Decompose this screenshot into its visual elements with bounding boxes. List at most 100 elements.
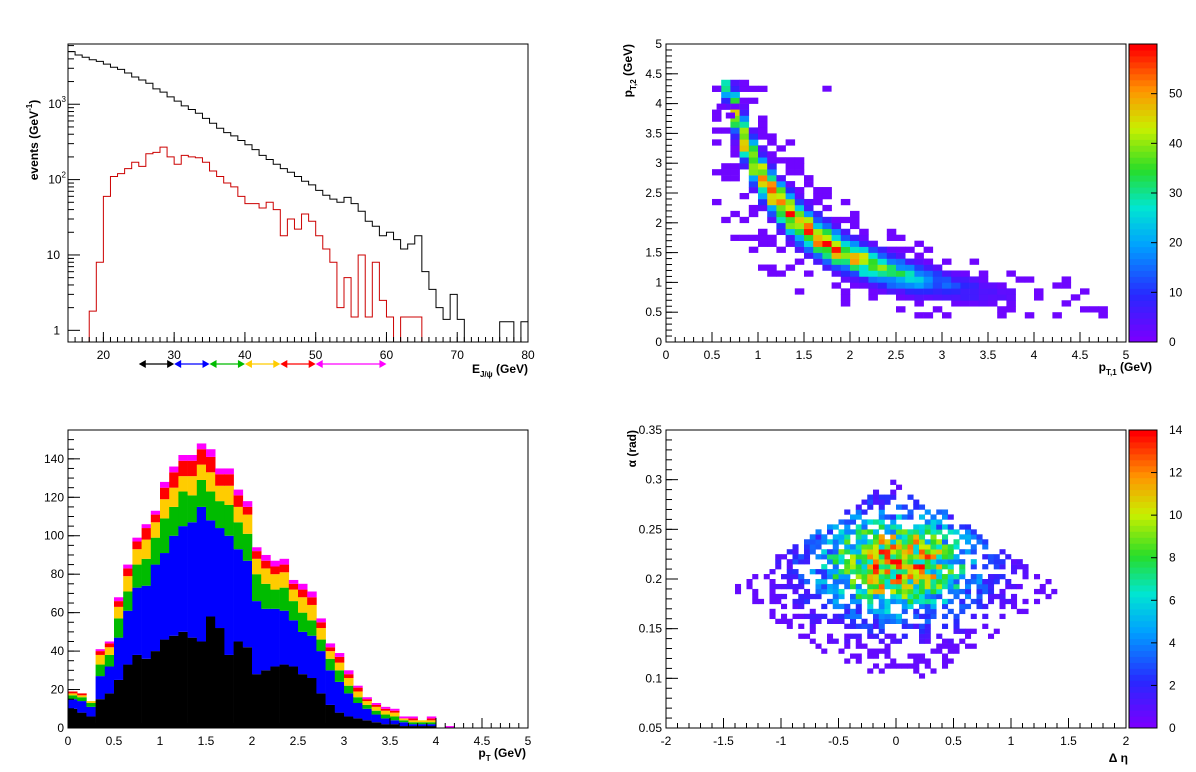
heatmap-cell: [804, 270, 814, 277]
heatmap-cell: [982, 583, 989, 590]
heatmap-cell: [913, 668, 920, 674]
heatmap-cell: [758, 157, 768, 164]
heatmap-cell: [901, 554, 908, 560]
stacked-bar-segment-5: [224, 468, 234, 475]
heatmap-cell: [901, 529, 908, 535]
heatmap-cell: [804, 252, 814, 259]
heatmap-cell: [758, 193, 768, 200]
heatmap-cell: [942, 598, 949, 605]
stacked-bar-segment-3: [206, 472, 216, 492]
heatmap-cell: [970, 574, 977, 580]
stacked-bar-segment-5: [426, 716, 437, 719]
heatmap-cell: [886, 288, 897, 295]
heatmap-cell: [873, 579, 880, 585]
stacked-bar-segment-1: [399, 722, 409, 727]
heatmap-cell: [877, 270, 888, 277]
heatmap-cell: [838, 648, 845, 654]
heatmap-cell: [730, 169, 740, 176]
heatmap-cell: [748, 127, 759, 134]
heatmap-cell: [867, 608, 874, 615]
heatmap-cell: [769, 608, 776, 615]
color-bar-label: 0: [1169, 721, 1176, 735]
heatmap-cell: [919, 613, 926, 620]
heatmap-cell: [1011, 598, 1018, 605]
stacked-bar-segment-0: [187, 637, 198, 728]
heatmap-cell: [896, 583, 903, 590]
stacked-bar-segment-3: [325, 651, 336, 659]
heatmap-cell: [776, 187, 786, 194]
stacked-bar-segment-4: [215, 474, 225, 486]
color-bar-segment: [1129, 228, 1157, 236]
heatmap-cell: [776, 181, 786, 188]
energy-bin-arrowhead-right-1: [202, 360, 210, 368]
heatmap-cell: [822, 204, 832, 212]
heatmap-cell: [924, 608, 931, 615]
heatmap-cell: [1039, 583, 1046, 590]
heatmap-cell: [959, 628, 966, 634]
heatmap-cell: [838, 579, 845, 585]
stacked-bar-segment-2: [307, 620, 317, 636]
heatmap-cell: [840, 252, 851, 259]
heatmap-cell: [794, 216, 805, 224]
heatmap-cell: [730, 97, 740, 104]
color-bar-segment: [1129, 234, 1157, 242]
x-tick-label: 60: [380, 348, 394, 362]
heatmap-cell: [942, 509, 949, 515]
heatmap-cell: [832, 579, 839, 585]
heatmap-cell: [855, 554, 862, 560]
heatmap-cell: [890, 544, 897, 550]
color-bar-segment: [1129, 447, 1157, 455]
heatmap-cell: [878, 623, 885, 629]
color-bar-segment: [1129, 306, 1157, 313]
color-bar-segment: [1129, 465, 1157, 473]
heatmap-cell: [1080, 288, 1090, 295]
heatmap-cell: [868, 276, 878, 283]
heatmap-cell: [924, 529, 931, 535]
heatmap-cell: [942, 658, 949, 664]
heatmap-cell: [721, 97, 731, 104]
stacked-bar-segment-2: [288, 601, 299, 621]
heatmap-cell: [884, 539, 891, 545]
heatmap-cell: [735, 588, 742, 595]
heatmap-cell: [924, 613, 931, 620]
heatmap-cell: [827, 633, 834, 639]
heatmap-cell: [861, 579, 868, 585]
heatmap-cell: [924, 554, 931, 560]
heatmap-cell: [884, 618, 891, 624]
heatmap-cell: [798, 574, 805, 580]
heatmap-cell: [861, 569, 868, 575]
heatmap-cell: [748, 181, 759, 188]
heatmap-cell: [932, 270, 943, 277]
heatmap-cell: [907, 559, 914, 565]
heatmap-cell: [976, 598, 983, 605]
color-bar-segment: [1129, 722, 1157, 729]
x-tick-label: 3.5: [980, 348, 997, 362]
stacked-bar-segment-2: [77, 697, 87, 702]
heatmap-cell: [809, 638, 816, 644]
heatmap-cell: [886, 252, 897, 259]
heatmap-cell: [890, 574, 897, 580]
heatmap-cell: [1011, 583, 1018, 590]
heatmap-cell: [838, 554, 845, 560]
heatmap-cell: [896, 554, 903, 560]
stacked-bar-segment-0: [316, 693, 326, 728]
heatmap-cell: [907, 534, 914, 540]
color-bar-segment: [1129, 614, 1157, 622]
heatmap-cell: [758, 198, 768, 206]
heatmap-cell: [1005, 579, 1012, 585]
heatmap-cell: [844, 574, 851, 580]
heatmap-cell: [822, 222, 832, 230]
stacked-bar-segment-2: [261, 583, 271, 609]
heatmap-cell: [878, 534, 885, 540]
heatmap-cell: [884, 564, 891, 570]
heatmap-cell: [850, 544, 857, 550]
color-bar-label: 20: [1169, 236, 1183, 250]
heatmap-cell: [901, 663, 908, 669]
heatmap-cell: [855, 638, 862, 644]
heatmap-cell: [1016, 564, 1023, 570]
heatmap-cell: [999, 598, 1006, 605]
heatmap-cell: [798, 623, 805, 629]
heatmap-cell: [813, 234, 823, 241]
heatmap-cell: [798, 613, 805, 620]
